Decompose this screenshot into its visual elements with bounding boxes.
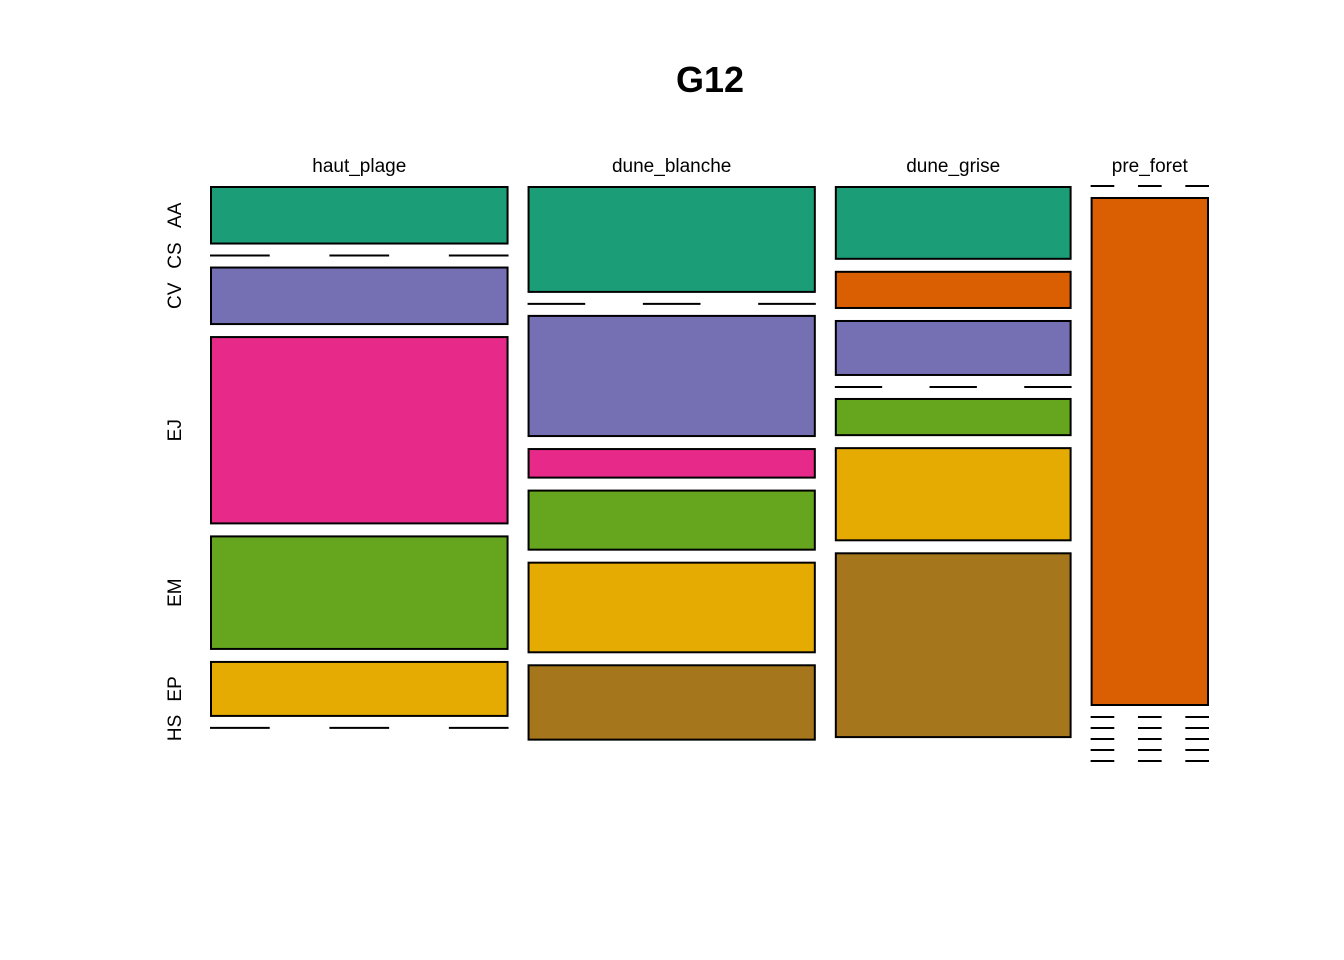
column-labels: haut_plage dune_blanche dune_grise pre_fore… [312,156,1188,177]
tile-dune_grise-EM [834,397,1072,437]
tile-dune_grise-HS [834,552,1072,739]
tile-dune_blanche-CV [527,314,816,438]
row-label-AA: AA [165,202,186,228]
mosaic-tiles [210,185,1210,762]
row-label-EM: EM [165,578,186,607]
row-label-EJ: EJ [165,419,186,441]
tile-haut_plage-EM [210,535,509,650]
tile-dune_blanche-AA [527,186,816,293]
row-label-CS: CS [165,242,186,268]
tile-dune_grise-CS [834,270,1072,309]
tile-dune_grise-AA [834,186,1072,260]
row-label-EP: EP [165,676,186,701]
tile-dune_blanche-HS [527,664,816,741]
tile-dune_blanche-EM [527,489,816,551]
tile-dune_blanche-EJ [527,448,816,479]
row-labels: AA CS CV EJ EM EP HS [165,202,186,741]
row-label-HS: HS [165,715,186,741]
tile-dune_grise-EP [834,447,1072,542]
tile-haut_plage-AA [210,186,509,245]
tile-haut_plage-EP [210,660,509,717]
tile-dune_grise-CV [834,319,1072,376]
row-label-CV: CV [165,282,186,309]
tile-haut_plage-CV [210,266,509,326]
column-label-haut_plage: haut_plage [312,156,406,177]
column-label-dune_blanche: dune_blanche [612,156,731,177]
tile-pre_foret-CS [1090,197,1210,706]
tile-haut_plage-EJ [210,336,509,525]
tile-dune_blanche-EP [527,561,816,654]
column-label-pre_foret: pre_foret [1112,156,1189,177]
column-label-dune_grise: dune_grise [906,156,1000,177]
chart-title: G12 [676,59,744,100]
